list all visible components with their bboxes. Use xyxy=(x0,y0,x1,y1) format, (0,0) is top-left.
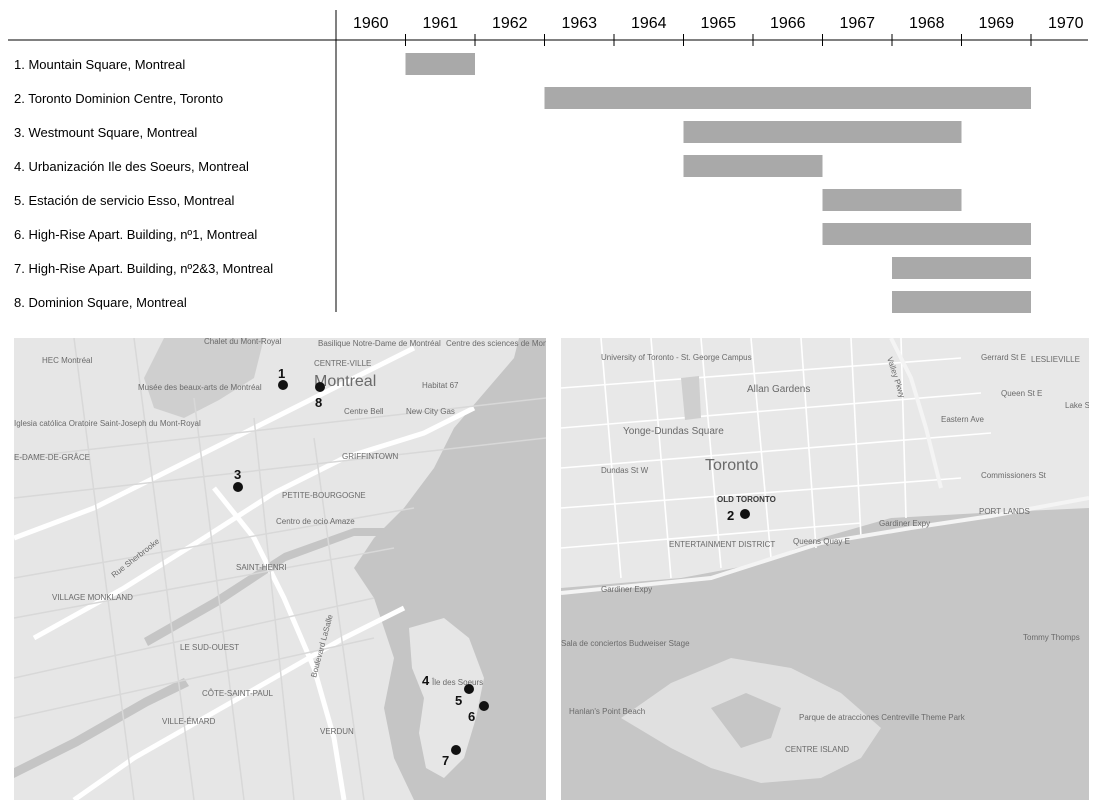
svg-text:E-DAME-DE-GRÂCE: E-DAME-DE-GRÂCE xyxy=(14,453,90,462)
svg-text:Basilique Notre-Dame de Montré: Basilique Notre-Dame de Montréal xyxy=(318,339,441,348)
task-label: 5. Estación de servicio Esso, Montreal xyxy=(14,193,234,208)
year-tick-label: 1970 xyxy=(1048,15,1084,32)
svg-text:Parque de atracciones Centrevi: Parque de atracciones Centreville Theme … xyxy=(799,713,966,722)
montreal-map[interactable]: Chalet du Mont-Royal HEC Montréal Basili… xyxy=(14,338,546,800)
marker-8 xyxy=(315,382,325,392)
task-label: 8. Dominion Square, Montreal xyxy=(14,295,187,310)
svg-text:GRIFFINTOWN: GRIFFINTOWN xyxy=(342,452,399,461)
year-tick-label: 1966 xyxy=(770,15,806,32)
marker-label-7: 7 xyxy=(442,753,449,768)
svg-text:Allan Gardens: Allan Gardens xyxy=(747,384,810,395)
svg-text:VILLE-ÉMARD: VILLE-ÉMARD xyxy=(162,717,216,726)
svg-text:Hanlan's Point Beach: Hanlan's Point Beach xyxy=(569,707,645,716)
svg-text:CENTRE ISLAND: CENTRE ISLAND xyxy=(785,745,849,754)
svg-text:Île des Soeurs: Île des Soeurs xyxy=(431,678,483,687)
marker-label-1: 1 xyxy=(278,366,285,381)
marker-6 xyxy=(479,701,489,711)
year-tick-label: 1968 xyxy=(909,15,945,32)
marker-label-2: 2 xyxy=(727,508,734,523)
svg-text:Commissioners St: Commissioners St xyxy=(981,471,1047,480)
gantt-chart: 1960 1961 1962 1963 1964 1965 1966 1967 1968 1969… xyxy=(8,10,1088,313)
svg-text:New City Gas: New City Gas xyxy=(406,407,455,416)
task-bar xyxy=(683,155,823,177)
marker-label-5: 5 xyxy=(455,693,462,708)
svg-text:Gardiner Expy: Gardiner Expy xyxy=(879,519,930,528)
svg-text:SAINT-HENRI: SAINT-HENRI xyxy=(236,563,287,572)
marker-3 xyxy=(233,482,243,492)
marker-label-6: 6 xyxy=(468,709,475,724)
svg-text:Iglesia católica Oratoire Sain: Iglesia católica Oratoire Saint-Joseph d… xyxy=(14,419,201,428)
svg-text:CENTRE-VILLE: CENTRE-VILLE xyxy=(314,359,371,368)
task-bar xyxy=(544,87,1031,109)
svg-text:Centre des sciences de Montréa: Centre des sciences de Montréal xyxy=(446,339,546,348)
svg-text:Tommy Thomps: Tommy Thomps xyxy=(1023,633,1080,642)
task-label: 3. Westmount Square, Montreal xyxy=(14,125,197,140)
svg-text:Sala de conciertos Budweiser S: Sala de conciertos Budweiser Stage xyxy=(561,639,690,648)
svg-text:University of Toronto - St. Ge: University of Toronto - St. George Campu… xyxy=(601,353,752,362)
toronto-map-graphic: University of Toronto - St. George Campu… xyxy=(561,338,1089,800)
toronto-map[interactable]: University of Toronto - St. George Campu… xyxy=(561,338,1089,800)
task-bar xyxy=(405,53,475,75)
svg-text:Lake Sh: Lake Sh xyxy=(1065,401,1089,410)
task-bar xyxy=(892,257,1031,279)
year-tick-label: 1961 xyxy=(422,15,458,32)
svg-text:LE SUD-OUEST: LE SUD-OUEST xyxy=(180,643,239,652)
map-markers: 1 8 3 4 5 6 7 xyxy=(233,366,489,768)
marker-1 xyxy=(278,380,288,390)
year-tick-label: 1962 xyxy=(492,15,528,32)
svg-text:Montreal: Montreal xyxy=(314,373,376,390)
year-tick-label: 1965 xyxy=(700,15,736,32)
svg-text:Queen St E: Queen St E xyxy=(1001,389,1042,398)
svg-text:Centre Bell: Centre Bell xyxy=(344,407,384,416)
svg-text:Gardiner Expy: Gardiner Expy xyxy=(601,585,652,594)
svg-text:Eastern Ave: Eastern Ave xyxy=(941,415,985,424)
task-label: 7. High-Rise Apart. Building, nº2&3, Mon… xyxy=(14,261,273,276)
marker-2 xyxy=(740,509,750,519)
task-label: 1. Mountain Square, Montreal xyxy=(14,57,185,72)
svg-text:PORT LANDS: PORT LANDS xyxy=(979,507,1030,516)
svg-text:VERDUN: VERDUN xyxy=(320,727,354,736)
task-bar xyxy=(822,223,1031,245)
svg-text:Habitat 67: Habitat 67 xyxy=(422,381,459,390)
montreal-map-graphic: Chalet du Mont-Royal HEC Montréal Basili… xyxy=(14,338,546,800)
svg-text:CÔTE-SAINT-PAUL: CÔTE-SAINT-PAUL xyxy=(202,689,274,698)
marker-label-4: 4 xyxy=(422,673,430,688)
task-bar xyxy=(892,291,1031,313)
year-tick-label: 1963 xyxy=(561,15,597,32)
svg-text:Musée des beaux-arts de Montré: Musée des beaux-arts de Montréal xyxy=(138,383,262,392)
year-tick-label: 1967 xyxy=(839,15,875,32)
year-tick-label: 1960 xyxy=(353,15,389,32)
marker-4 xyxy=(464,684,474,694)
svg-text:PETITE-BOURGOGNE: PETITE-BOURGOGNE xyxy=(282,491,366,500)
year-tick-label: 1964 xyxy=(631,15,667,32)
svg-text:Queens Quay E: Queens Quay E xyxy=(793,537,850,546)
svg-text:Gerrard St E: Gerrard St E xyxy=(981,353,1026,362)
svg-text:OLD TORONTO: OLD TORONTO xyxy=(717,495,776,504)
marker-label-8: 8 xyxy=(315,395,322,410)
task-label: 6. High-Rise Apart. Building, nº1, Montr… xyxy=(14,227,257,242)
marker-label-3: 3 xyxy=(234,467,241,482)
task-label: 4. Urbanización Ile des Soeurs, Montreal xyxy=(14,159,249,174)
task-bar xyxy=(683,121,962,143)
svg-text:HEC Montréal: HEC Montréal xyxy=(42,356,92,365)
task-label: 2. Toronto Dominion Centre, Toronto xyxy=(14,91,223,106)
svg-text:LESLIEVILLE: LESLIEVILLE xyxy=(1031,355,1080,364)
year-tick-label: 1969 xyxy=(978,15,1014,32)
svg-text:Yonge-Dundas Square: Yonge-Dundas Square xyxy=(623,426,724,437)
svg-text:Toronto: Toronto xyxy=(705,457,758,474)
svg-text:Chalet du Mont-Royal: Chalet du Mont-Royal xyxy=(204,338,282,346)
svg-text:Centro de ocio Amaze: Centro de ocio Amaze xyxy=(276,517,355,526)
svg-text:Dundas St W: Dundas St W xyxy=(601,466,649,475)
task-bar xyxy=(822,189,962,211)
svg-text:ENTERTAINMENT DISTRICT: ENTERTAINMENT DISTRICT xyxy=(669,540,775,549)
marker-7 xyxy=(451,745,461,755)
svg-text:VILLAGE MONKLAND: VILLAGE MONKLAND xyxy=(52,593,133,602)
